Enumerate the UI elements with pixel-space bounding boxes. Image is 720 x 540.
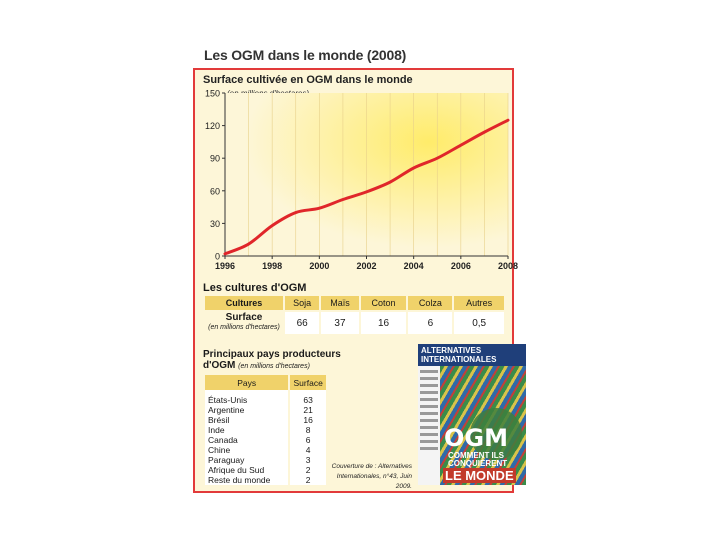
producer-row: Inde 8 — [205, 425, 326, 435]
producer-country: Chine — [205, 445, 289, 455]
surface-label: Surface — [225, 312, 263, 323]
producer-row: Reste du monde 2 — [205, 475, 326, 485]
crop-surface: 37 — [321, 312, 359, 334]
crop-name: Maïs — [321, 296, 359, 310]
crop-name: Autres — [454, 296, 504, 310]
producer-surface: 4 — [290, 445, 326, 455]
producer-surface: 21 — [290, 405, 326, 415]
producers-table: Pays Surface États-Unis 63 Argentine 21 Brés… — [203, 375, 328, 485]
producer-row: États-Unis 63 — [205, 395, 326, 405]
producers-title-text: Principaux pays producteurs d'OGM — [203, 349, 341, 371]
producers-body: États-Unis 63 Argentine 21 Brésil 16 Inde 8 Cana… — [205, 390, 326, 485]
main-title: Les OGM dans le monde (2008) — [204, 47, 407, 63]
producer-country: Argentine — [205, 405, 289, 415]
cultures-title: Les cultures d'OGM — [203, 282, 307, 294]
col-surface: Surface — [290, 375, 326, 390]
cover-masthead-bar — [418, 344, 526, 366]
producer-surface: 3 — [290, 455, 326, 465]
crop-surface: 16 — [360, 312, 407, 334]
producer-row: Chine 4 — [205, 445, 326, 455]
crop-surface: 66 — [285, 312, 320, 334]
producer-country: Inde — [205, 425, 289, 435]
cover-sidebar — [418, 366, 440, 485]
producers-title: Principaux pays producteurs d'OGM (en mi… — [203, 349, 343, 372]
producer-surface: 2 — [290, 465, 326, 475]
cultures-header-label: Cultures — [205, 296, 283, 310]
producer-surface: 16 — [290, 415, 326, 425]
crop-name: Colza — [408, 296, 453, 310]
cover-headline-2: LE MONDE — [443, 468, 516, 483]
producer-row: Canada 6 — [205, 435, 326, 445]
producers-unit: (en millions d'hectares) — [238, 363, 310, 370]
producer-surface: 6 — [290, 435, 326, 445]
producer-row: Afrique du Sud 2 — [205, 465, 326, 475]
chart-unit-note: (en millions d'hectares) — [227, 89, 310, 98]
producer-row: Argentine 21 — [205, 405, 326, 415]
producer-country: Paraguay — [205, 455, 289, 465]
producer-country: Afrique du Sud — [205, 465, 289, 475]
producer-country: Canada — [205, 435, 289, 445]
producer-country: États-Unis — [205, 395, 289, 405]
crop-name: Coton — [360, 296, 407, 310]
producer-surface: 8 — [290, 425, 326, 435]
producer-row: Brésil 16 — [205, 415, 326, 425]
cover-big-title: OGM — [444, 424, 508, 452]
chart-title: Surface cultivée en OGM dans le monde — [203, 74, 413, 86]
magazine-cover-image: ALTERNATIVES INTERNATIONALES OGM COMMENT… — [418, 344, 526, 485]
producer-row: Paraguay 3 — [205, 455, 326, 465]
surface-unit: (en millions d'hectares) — [208, 324, 280, 331]
cover-masthead: ALTERNATIVES INTERNATIONALES — [421, 346, 497, 364]
cover-globe — [470, 408, 522, 460]
producer-country: Brésil — [205, 415, 289, 425]
producer-surface: 2 — [290, 475, 326, 485]
cover-headline: COMMENT ILS CONQUIÈRENT — [448, 451, 508, 468]
col-country: Pays — [205, 375, 289, 390]
crop-surface: 0,5 — [454, 312, 504, 334]
cover-credit: Couverture de : Alternatives Internation… — [331, 463, 412, 490]
cultures-table: Cultures Soja Maïs Coton Colza Autres Su… — [203, 294, 506, 336]
crop-surface: 6 — [408, 312, 453, 334]
producer-surface: 63 — [290, 395, 326, 405]
surface-row-label: Surface (en millions d'hectares) — [205, 312, 283, 334]
producer-country: Reste du monde — [205, 475, 289, 485]
crop-name: Soja — [285, 296, 320, 310]
